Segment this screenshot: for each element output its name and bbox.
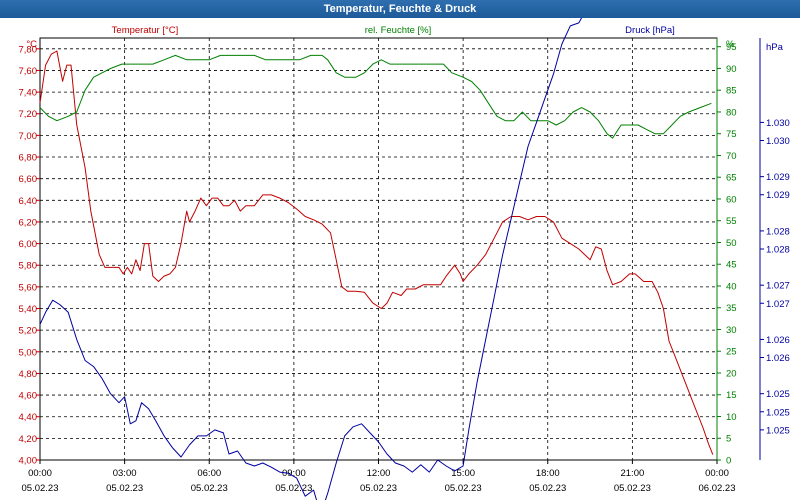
x-tick-time-label: 21:00 xyxy=(620,468,644,479)
pressure-tick-label: 1.027 xyxy=(766,299,790,310)
humidity-tick-label: 70 xyxy=(726,151,737,162)
x-tick-time-label: 18:00 xyxy=(536,468,560,479)
humidity-tick-label: 75 xyxy=(726,129,737,140)
humidity-tick-label: 65 xyxy=(726,173,737,184)
humidity-tick-label: 85 xyxy=(726,86,737,97)
x-tick-date-label: 05.02.23 xyxy=(360,483,397,494)
x-tick-time-label: 03:00 xyxy=(113,468,137,479)
humidity-unit-label: % xyxy=(726,39,735,50)
temperature-tick-label: 7,40 xyxy=(19,88,38,99)
humidity-tick-label: 50 xyxy=(726,238,737,249)
temperature-tick-label: 6,60 xyxy=(19,174,38,185)
temperature-tick-label: 5,60 xyxy=(19,282,38,293)
pressure-tick-label: 1.025 xyxy=(766,425,790,436)
pressure-tick-label: 1.025 xyxy=(766,407,790,418)
x-tick-date-label: 05.02.23 xyxy=(22,483,59,494)
x-tick-time-label: 00:00 xyxy=(705,468,729,479)
pressure-tick-label: 1.029 xyxy=(766,190,790,201)
pressure-tick-label: 1.028 xyxy=(766,245,790,256)
humidity-tick-label: 90 xyxy=(726,64,737,75)
x-tick-time-label: 09:00 xyxy=(282,468,306,479)
humidity-tick-label: 25 xyxy=(726,347,737,358)
temperature-tick-label: 6,00 xyxy=(19,239,38,250)
humidity-tick-label: 45 xyxy=(726,260,737,271)
chart-title: Temperatur, Feuchte & Druck xyxy=(0,0,800,18)
pressure-tick-label: 1.030 xyxy=(766,136,790,147)
x-tick-time-label: 06:00 xyxy=(197,468,221,479)
temperature-tick-label: 7,60 xyxy=(19,66,38,77)
temperature-tick-label: 5,20 xyxy=(19,326,38,337)
temperature-tick-label: 4,20 xyxy=(19,434,38,445)
pressure-tick-label: 1.028 xyxy=(766,226,790,237)
pressure-tick-label: 1.030 xyxy=(766,118,790,129)
x-tick-date-label: 05.02.23 xyxy=(191,483,228,494)
temperature-tick-label: 6,80 xyxy=(19,153,38,164)
temperature-tick-label: 5,40 xyxy=(19,304,38,315)
humidity-tick-label: 60 xyxy=(726,194,737,205)
series-line-pressure xyxy=(39,18,583,500)
x-tick-date-label: 05.02.23 xyxy=(614,483,651,494)
x-tick-date-label: 05.02.23 xyxy=(106,483,143,494)
x-tick-date-label: 05.02.23 xyxy=(275,483,312,494)
x-tick-time-label: 12:00 xyxy=(367,468,391,479)
humidity-tick-label: 5 xyxy=(726,434,731,445)
legend-label: Temperatur [°C] xyxy=(112,25,179,36)
humidity-tick-label: 95 xyxy=(726,42,737,53)
legend-label: rel. Feuchte [%] xyxy=(365,25,432,36)
x-tick-date-label: 06.02.23 xyxy=(699,483,736,494)
temperature-tick-label: 6,40 xyxy=(19,196,38,207)
humidity-tick-label: 55 xyxy=(726,216,737,227)
temperature-tick-label: 7,00 xyxy=(19,131,38,142)
humidity-tick-label: 35 xyxy=(726,303,737,314)
humidity-tick-label: 80 xyxy=(726,107,737,118)
temperature-tick-label: 5,00 xyxy=(19,347,38,358)
temperature-tick-label: 7,20 xyxy=(19,109,38,120)
temperature-unit-label: °C xyxy=(26,39,37,50)
humidity-tick-label: 10 xyxy=(726,412,737,423)
temperature-tick-label: 4,00 xyxy=(19,456,38,467)
x-tick-date-label: 05.02.23 xyxy=(445,483,482,494)
humidity-tick-label: 15 xyxy=(726,390,737,401)
humidity-tick-label: 30 xyxy=(726,325,737,336)
humidity-tick-label: 40 xyxy=(726,281,737,292)
x-tick-time-label: 00:00 xyxy=(28,468,52,479)
temperature-tick-label: 6,20 xyxy=(19,217,38,228)
x-tick-date-label: 05.02.23 xyxy=(529,483,566,494)
series-line-temperature xyxy=(39,50,714,455)
x-tick-time-label: 15:00 xyxy=(451,468,475,479)
temperature-tick-label: 4,40 xyxy=(19,412,38,423)
temperature-tick-label: 7,80 xyxy=(19,44,38,55)
pressure-tick-label: 1.026 xyxy=(766,353,790,364)
humidity-tick-label: 0 xyxy=(726,456,731,467)
pressure-tick-label: 1.027 xyxy=(766,281,790,292)
pressure-tick-label: 1.026 xyxy=(766,335,790,346)
temperature-tick-label: 5,80 xyxy=(19,261,38,272)
temperature-tick-label: 4,80 xyxy=(19,369,38,380)
humidity-tick-label: 20 xyxy=(726,368,737,379)
pressure-tick-label: 1.025 xyxy=(766,389,790,400)
series-line-humidity xyxy=(39,54,712,139)
legend-label: Druck [hPa] xyxy=(625,25,675,36)
pressure-tick-label: 1.029 xyxy=(766,172,790,183)
pressure-unit-label: hPa xyxy=(766,42,784,53)
chart-plot: 4,00 4,20 4,40 4,60 4,80 5,00 5,20 5,40 5,60 5,80… xyxy=(19,18,790,500)
temperature-tick-label: 4,60 xyxy=(19,391,38,402)
